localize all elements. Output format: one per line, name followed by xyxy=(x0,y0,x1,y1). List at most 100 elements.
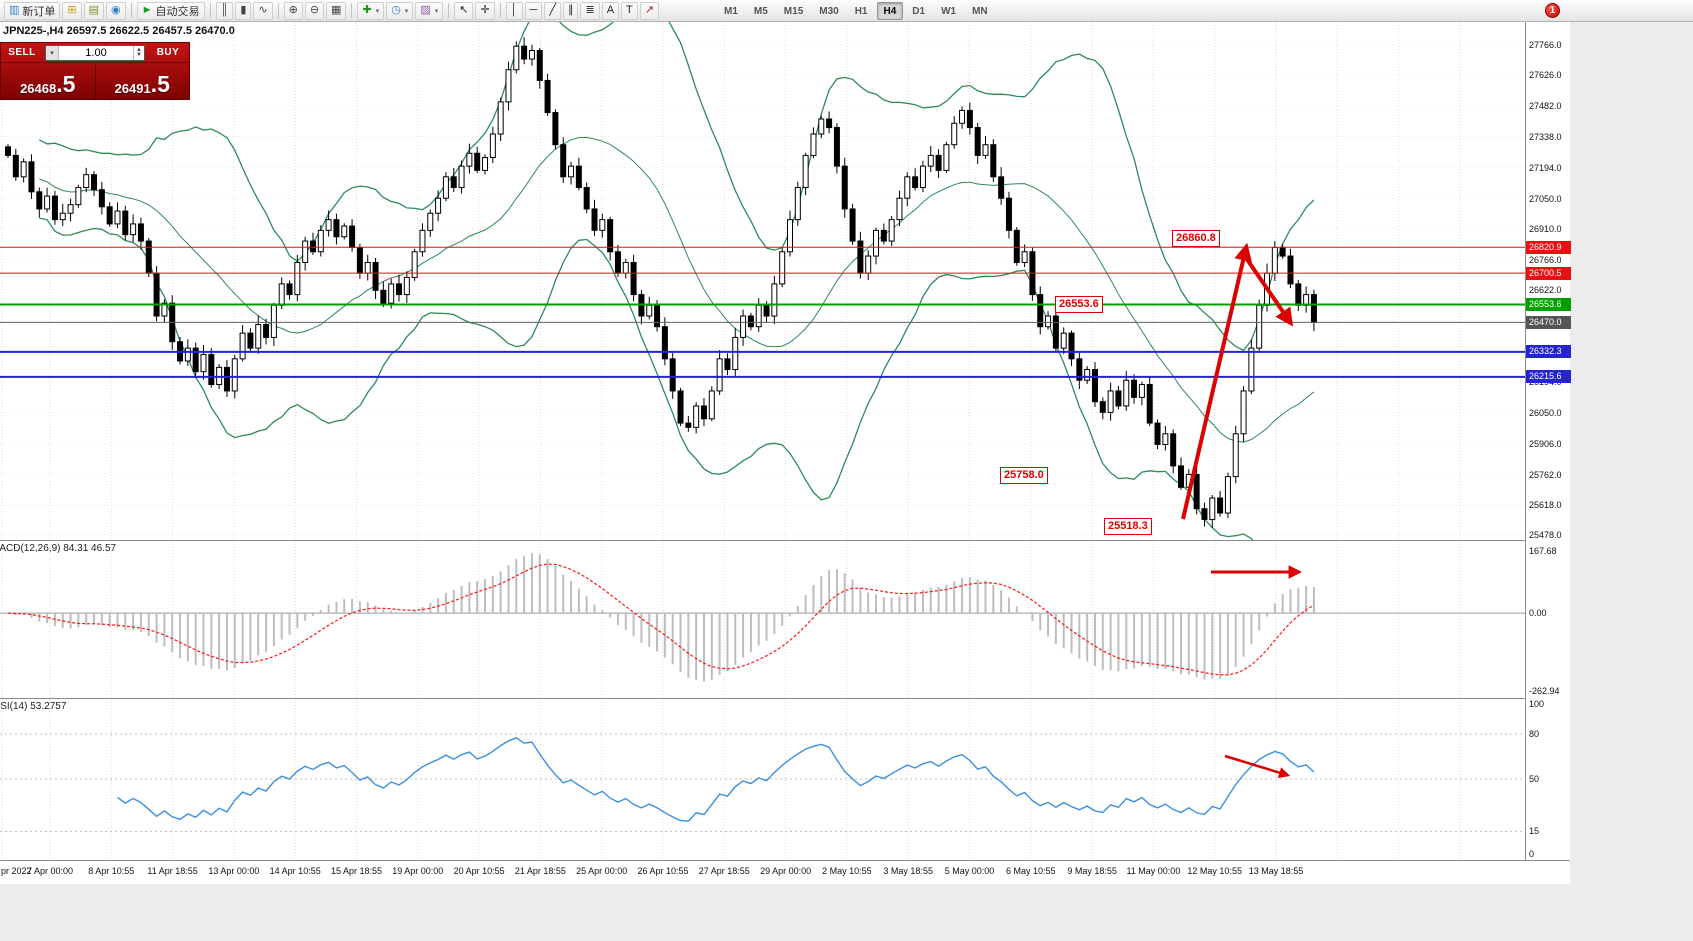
price-axis-label: 27050.0 xyxy=(1529,193,1562,204)
new-order-button[interactable]: ▥ 新订单 xyxy=(4,1,61,20)
spinner-up-icon[interactable]: ▲ xyxy=(136,46,142,53)
timeframe-button-m5[interactable]: M5 xyxy=(753,5,768,17)
cursor-button[interactable]: ↖ xyxy=(454,1,474,20)
line-chart-button[interactable]: ∿ xyxy=(253,1,273,20)
notification-badge[interactable]: 1 xyxy=(1545,3,1560,18)
fibonacci-button[interactable]: ≣ xyxy=(580,1,600,20)
time-axis-label: 12 May 10:55 xyxy=(1187,866,1242,876)
macd-scale-label: -262.94 xyxy=(1529,686,1560,696)
horizontal-line-icon: ─ xyxy=(529,4,538,16)
rsi-scale-label: 100 xyxy=(1529,698,1545,709)
zoom-out-icon: ⊖ xyxy=(309,4,320,16)
candlestick-chart-button[interactable]: ▮ xyxy=(235,1,252,20)
timeframe-button-w1[interactable]: W1 xyxy=(941,5,957,17)
zoom-in-icon: ⊕ xyxy=(288,4,298,16)
one-click-trading-panel: ▾ SELL ▾ ▲ ▼ BUY xyxy=(0,31,190,100)
channel-icon: ∥ xyxy=(567,4,574,16)
new-chart-icon[interactable]: ⊞ xyxy=(62,1,82,20)
chevron-down-icon: ▾ xyxy=(434,7,439,15)
time-axis-label: 25 Apr 00:00 xyxy=(576,866,628,876)
sell-price-main: 26468 xyxy=(20,81,57,96)
buy-price-frac: .5 xyxy=(150,71,170,98)
main-chart-pane[interactable]: JPN225-,H4 26597.5 26622.5 26457.5 26470… xyxy=(0,22,1525,540)
candlestick-series xyxy=(5,37,1317,528)
volume-dropdown-icon[interactable]: ▾ xyxy=(46,45,59,60)
time-axis-label: 15 Apr 18:55 xyxy=(330,866,383,876)
zoom-in-button[interactable]: ⊕ xyxy=(283,1,303,20)
timeframe-button-m30[interactable]: M30 xyxy=(819,5,839,17)
new-order-icon: ▥ xyxy=(9,4,20,16)
arrows-button[interactable]: ↗ xyxy=(639,1,659,20)
rsi-label: RSI(14) 53.2757 xyxy=(0,701,67,712)
swing-high-annotation: 26860.8 xyxy=(1172,230,1220,247)
rsi-indicator-pane[interactable]: RSI(14) 53.2757 xyxy=(0,698,1525,860)
templates-button[interactable]: ▨ ▾ xyxy=(415,1,444,20)
templates-icon: ▨ xyxy=(420,4,431,16)
macd-canvas[interactable] xyxy=(0,541,1525,698)
profiles-icon[interactable]: ▤ xyxy=(83,1,105,20)
line-chart-icon: ∿ xyxy=(258,4,268,16)
buy-button[interactable]: 26491 .5 xyxy=(96,63,190,99)
timeframe-group: M1 M5 M15 M30 H1 H4 D1 W1 MN xyxy=(716,1,996,20)
toolbar-separator xyxy=(499,3,501,18)
price-axis[interactable]: 27766.0 27626.0 27482.0 27338.0 27194.0 27050… xyxy=(1525,22,1571,860)
channel-button[interactable]: ∥ xyxy=(562,1,579,20)
tile-windows-button[interactable]: ▦ xyxy=(326,1,347,20)
vertical-line-icon: │ xyxy=(510,4,518,16)
vertical-line-button[interactable]: │ xyxy=(505,1,523,20)
horizontal-line-button[interactable]: ─ xyxy=(524,1,543,20)
trendline-icon: ╱ xyxy=(549,4,556,16)
rsi-canvas[interactable] xyxy=(0,699,1525,860)
time-axis-label: 20 Apr 10:55 xyxy=(453,866,505,876)
trend-arrow xyxy=(1240,250,1294,327)
indicators-button[interactable]: ✚ ▾ xyxy=(357,1,385,20)
timeframe-button-m1[interactable]: M1 xyxy=(723,5,738,17)
time-axis-label: 13 Apr 00:00 xyxy=(208,866,260,876)
label-button[interactable]: T xyxy=(621,1,638,20)
buy-price-main: 26491 xyxy=(114,81,151,96)
text-button[interactable]: A xyxy=(601,1,620,20)
toolbar-separator xyxy=(209,3,211,18)
volume-spinner[interactable]: ▲ ▼ xyxy=(133,45,144,60)
periods-button[interactable]: ◷ ▾ xyxy=(386,1,414,20)
spinner-down-icon[interactable]: ▼ xyxy=(136,51,142,58)
time-axis-label: 3 May 18:55 xyxy=(883,866,933,876)
chevron-down-icon: ▾ xyxy=(375,7,380,15)
time-axis-label: 6 May 10:55 xyxy=(1006,866,1056,876)
right-gutter xyxy=(1571,22,1693,941)
crosshair-button[interactable]: ✛ xyxy=(475,1,495,20)
auto-trading-button[interactable]: ► 自动交易 xyxy=(136,1,205,20)
zoom-out-button[interactable]: ⊖ xyxy=(304,1,325,20)
time-axis[interactable]: pr 2022 7 Apr 00:00 8 Apr 10:55 11 Apr 18:5… xyxy=(0,860,1570,884)
macd-scale-label: 167.68 xyxy=(1529,546,1557,556)
timeframe-button-d1[interactable]: D1 xyxy=(912,5,926,17)
rsi-scale-label: 0 xyxy=(1529,848,1535,859)
price-axis-label: 25618.0 xyxy=(1529,500,1562,511)
tile-windows-icon: ▦ xyxy=(331,4,342,16)
price-axis-label: 27482.0 xyxy=(1529,101,1562,112)
chart-window: JPN225-,H4 26597.5 26622.5 26457.5 26470… xyxy=(0,22,1571,884)
timeframe-button-h4[interactable]: H4 xyxy=(876,1,904,20)
trend-arrow xyxy=(1181,242,1252,520)
trendline-button[interactable]: ╱ xyxy=(544,1,561,20)
volume-input[interactable] xyxy=(59,46,133,59)
panel-collapse-icon[interactable]: ▾ xyxy=(5,31,10,40)
time-axis-label: 2 May 10:55 xyxy=(822,866,872,876)
main-chart-canvas[interactable] xyxy=(0,22,1525,540)
timeframe-button-mn[interactable]: MN xyxy=(972,5,988,17)
crosshair-icon: ✛ xyxy=(480,4,490,16)
macd-indicator-pane[interactable]: MACD(12,26,9) 84.31 46.57 xyxy=(0,540,1525,698)
price-axis-label: 25478.0 xyxy=(1529,530,1562,541)
refresh-icon[interactable]: ◉ xyxy=(106,1,126,20)
timeframe-button-m15[interactable]: M15 xyxy=(783,5,804,17)
sell-button[interactable]: 26468 .5 xyxy=(1,63,95,99)
time-axis-label: 27 Apr 18:55 xyxy=(698,866,750,876)
timeframe-button-h1[interactable]: H1 xyxy=(854,5,868,17)
macd-signal-line xyxy=(7,563,1315,676)
sell-price-frac: .5 xyxy=(56,71,76,98)
swing-low-annotation-1: 25758.0 xyxy=(1000,467,1048,484)
bar-chart-button[interactable]: ║ xyxy=(215,1,234,20)
toolbar-separator xyxy=(277,3,279,18)
auto-trading-icon: ► xyxy=(141,4,153,16)
